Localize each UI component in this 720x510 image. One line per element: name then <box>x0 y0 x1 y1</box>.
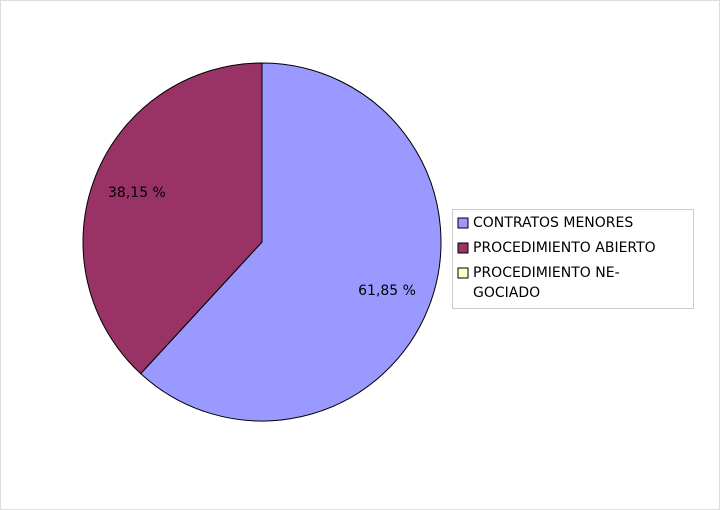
legend-box <box>452 209 694 309</box>
value-label: 38,15 % <box>108 185 166 201</box>
pie-slice <box>139 62 442 422</box>
pie-slice <box>82 62 263 375</box>
legend-label: PROCEDIMIENTO ABIERTO <box>473 240 656 256</box>
legend-label: CONTRATOS MENORES <box>473 215 633 231</box>
legend-label: PROCEDIMIENTO NE-GOCIADO <box>473 265 620 301</box>
value-label: 61,85 % <box>358 283 416 299</box>
legend-swatch <box>457 267 469 279</box>
legend-swatch <box>457 217 469 229</box>
legend-swatch <box>457 242 469 254</box>
